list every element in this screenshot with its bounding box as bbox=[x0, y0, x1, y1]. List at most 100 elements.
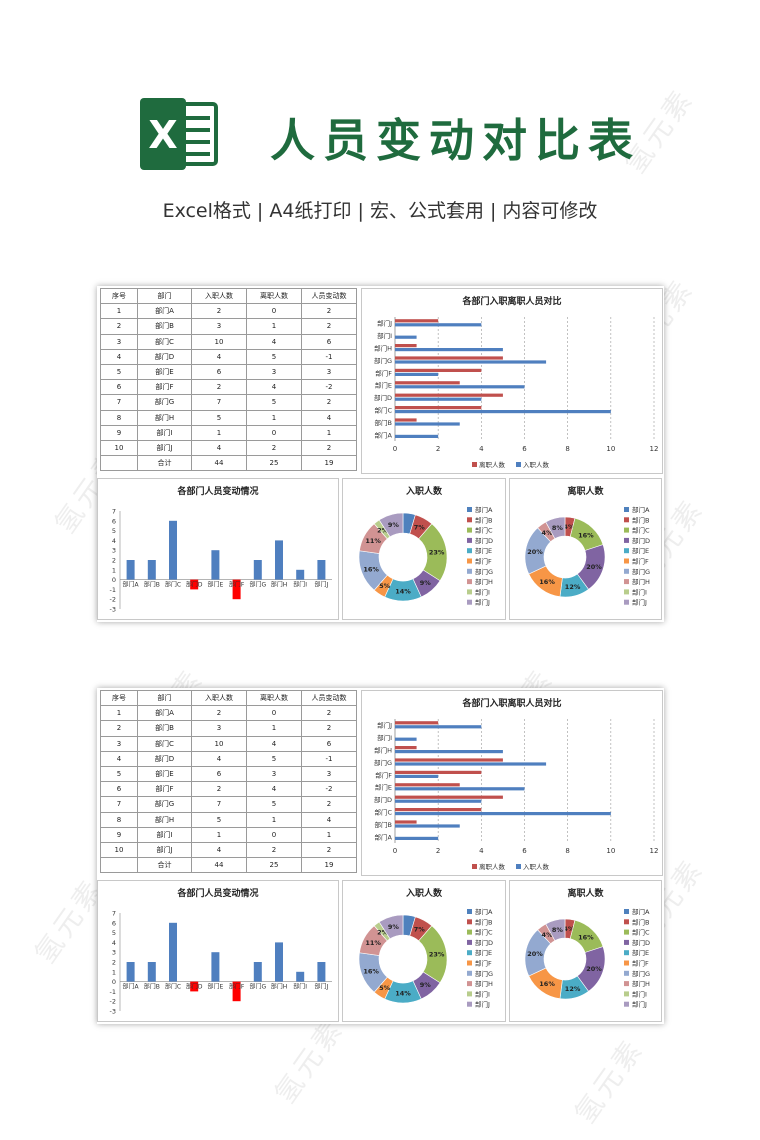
table-cell: 5 bbox=[246, 394, 302, 411]
table-row: 10 部门J 4 2 2 bbox=[100, 841, 357, 859]
slice-data-label: 20% bbox=[586, 563, 602, 571]
bar-leave bbox=[395, 319, 439, 323]
table-cell: 2 bbox=[301, 796, 357, 813]
leave-doughnut-chart: 4%16%20%12%16%20%4%8%部门A部门B部门C部门D部门E部门F部… bbox=[524, 907, 650, 1009]
table-cell: -1 bbox=[301, 348, 357, 365]
table-row: 7 部门G 7 5 2 bbox=[100, 394, 357, 411]
x-tick-label: 4 bbox=[479, 847, 484, 855]
table-cell: 1 bbox=[301, 424, 357, 441]
legend-swatch bbox=[467, 950, 472, 956]
legend-swatch bbox=[624, 909, 629, 914]
legend-swatch bbox=[467, 548, 472, 554]
hbar-chart-panel: 各部门入职离职人员对比 0 2 4 6 8 10 12 部门A 部门B 部门C 部门D 部门E 部门F 部… bbox=[361, 288, 663, 474]
legend-swatch bbox=[472, 462, 477, 467]
bar-leave bbox=[395, 770, 482, 774]
table-cell: 4 bbox=[246, 735, 302, 752]
x-category-label: 部门C bbox=[165, 983, 181, 991]
table-total-cell: 44 bbox=[191, 857, 247, 874]
slice-data-label: 16% bbox=[539, 578, 555, 586]
hbar-chart-title: 各部门入职离职人员对比 bbox=[462, 297, 562, 307]
change-bar bbox=[147, 560, 156, 580]
slice-data-label: 14% bbox=[395, 990, 411, 998]
legend-swatch bbox=[467, 537, 472, 543]
legend-label: 部门J bbox=[632, 1000, 647, 1009]
table-cell: 2 bbox=[100, 318, 138, 335]
slice-data-label: 20% bbox=[527, 950, 543, 958]
bar-hire bbox=[395, 360, 547, 364]
table-cell: 部门I bbox=[137, 424, 192, 441]
legend-label: 部门D bbox=[632, 536, 650, 545]
bar-hire bbox=[395, 410, 611, 414]
x-category-label: 部门E bbox=[208, 983, 224, 991]
table-cell: 2 bbox=[246, 841, 302, 859]
table-row: 4 部门D 4 5 -1 bbox=[100, 348, 357, 365]
y-tick-label: 6 bbox=[112, 919, 116, 927]
bar-hire bbox=[395, 385, 525, 389]
table-total-cell: 19 bbox=[301, 455, 357, 472]
legend-label: 部门E bbox=[632, 948, 649, 957]
hire-pie-panel: 入职人数 7% 23% 9% 14% 5% 16% 11% 2% 9% 部门A 部门B 部门C 部门D 部… bbox=[342, 880, 506, 1022]
table-row: 2 部门B 3 1 2 bbox=[100, 720, 357, 737]
change-bar bbox=[296, 569, 305, 580]
slice-data-label: 16% bbox=[578, 531, 594, 539]
table-cell: 4 bbox=[100, 348, 138, 365]
legend-label: 部门E bbox=[475, 546, 492, 555]
sheet-preview-1: 序号 部门 入职人数 离职人数 人员变动数 1 部门A 2 0 2 2 部门B 3 1 2 3 部门C 10 4 6… bbox=[97, 286, 664, 622]
y-category-label: 部门E bbox=[375, 381, 392, 390]
hire-doughnut-chart: 7%23%9%14%5%16%11%2%9%部门A部门B部门C部门D部门E部门F… bbox=[358, 505, 493, 607]
table-header-cell: 入职人数 bbox=[191, 689, 247, 707]
table-header-cell: 序号 bbox=[100, 287, 138, 305]
bar-hire bbox=[395, 750, 503, 754]
slice-data-label: 5% bbox=[379, 582, 391, 590]
x-tick-label: 2 bbox=[436, 847, 440, 855]
legend-label: 部门H bbox=[475, 577, 493, 586]
x-category-label: 部门D bbox=[186, 983, 203, 991]
bar-hire bbox=[395, 348, 503, 352]
table-cell: 10 bbox=[191, 735, 247, 752]
x-tick-label: 0 bbox=[393, 445, 397, 453]
data-table-panel: 序号 部门 入职人数 离职人数 人员变动数 1 部门A 2 0 2 2 部门B 3 1 2 3 部门C 10 4 6… bbox=[100, 689, 357, 878]
legend-label: 离职人数 bbox=[479, 460, 506, 469]
legend-label: 入职人数 bbox=[523, 862, 550, 871]
legend-label: 部门G bbox=[632, 567, 650, 576]
table-cell: 3 bbox=[301, 765, 357, 783]
legend-swatch bbox=[467, 599, 472, 605]
table-cell: 5 bbox=[100, 765, 138, 783]
x-category-label: 部门E bbox=[208, 581, 224, 589]
legend-label: 部门G bbox=[475, 567, 493, 576]
table-cell: 0 bbox=[246, 826, 302, 843]
data-table: 序号 部门 入职人数 离职人数 人员变动数 1 部门A 2 0 2 2 部门B 3 1 2 3 部门C 10 4 6… bbox=[100, 287, 357, 472]
change-bar bbox=[275, 540, 283, 580]
table-cell: 1 bbox=[191, 826, 247, 843]
slice-data-label: 9% bbox=[388, 521, 400, 529]
legend-label: 部门A bbox=[475, 505, 493, 514]
table-cell: 5 bbox=[100, 363, 138, 381]
table-cell: 2 bbox=[301, 318, 357, 335]
table-cell: 部门A bbox=[137, 303, 192, 320]
change-bar bbox=[190, 579, 199, 590]
legend-label: 部门C bbox=[632, 928, 650, 937]
table-cell: 4 bbox=[301, 811, 357, 828]
y-tick-label: 1 bbox=[112, 968, 116, 976]
legend-label: 部门D bbox=[475, 536, 493, 545]
bar-hire bbox=[395, 397, 482, 401]
table-cell: 8 bbox=[100, 409, 138, 426]
legend-label: 部门I bbox=[475, 989, 490, 998]
table-cell: 6 bbox=[301, 735, 357, 752]
table-total-cell: 合计 bbox=[137, 455, 192, 472]
slice-data-label: 11% bbox=[365, 939, 381, 947]
table-cell: 部门C bbox=[137, 333, 192, 350]
table-row: 7 部门G 7 5 2 bbox=[100, 796, 357, 813]
legend-swatch bbox=[624, 960, 629, 966]
legend-label: 部门B bbox=[632, 917, 649, 926]
table-cell: 5 bbox=[246, 796, 302, 813]
table-cell: 4 bbox=[100, 750, 138, 767]
table-row: 3 部门C 10 4 6 bbox=[100, 735, 357, 752]
x-tick-label: 6 bbox=[522, 847, 527, 855]
x-tick-label: 12 bbox=[650, 847, 659, 855]
table-cell: 0 bbox=[246, 424, 302, 441]
table-cell: 9 bbox=[100, 826, 138, 843]
bar-hire bbox=[395, 335, 417, 339]
table-cell: 3 bbox=[246, 363, 302, 381]
x-category-label: 部门H bbox=[271, 581, 288, 589]
